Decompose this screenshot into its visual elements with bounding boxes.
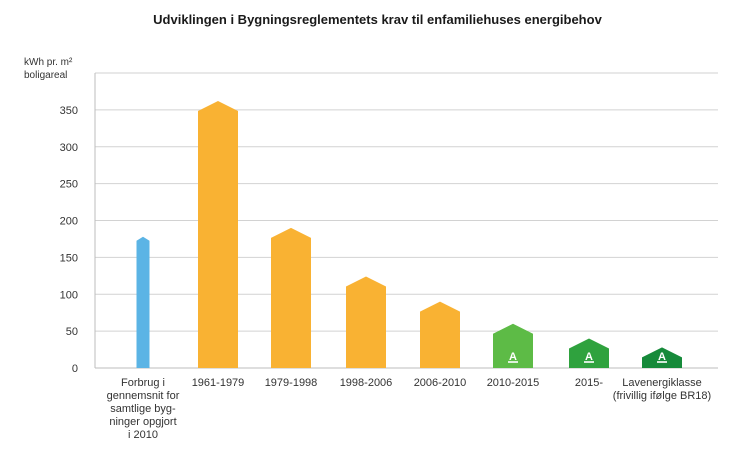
bar bbox=[420, 301, 460, 368]
energy-label-underline bbox=[657, 361, 667, 363]
bar bbox=[136, 236, 150, 368]
bar bbox=[642, 347, 682, 368]
bar bbox=[569, 338, 609, 368]
energy-label-a-icon: A bbox=[658, 351, 666, 363]
bar bbox=[493, 323, 533, 368]
y-axis-label: kWh pr. m² boligareal bbox=[24, 56, 72, 82]
bar bbox=[271, 227, 311, 368]
y-tick-label: 150 bbox=[60, 252, 78, 264]
x-tick-label: Forbrug i gennemsnit for samtlige byg-ning… bbox=[107, 377, 180, 441]
bar bbox=[346, 276, 386, 368]
bar bbox=[198, 101, 238, 369]
y-axis-label-line-2: boligareal bbox=[24, 70, 68, 81]
energy-label-underline bbox=[584, 361, 594, 363]
y-tick-label: 350 bbox=[60, 105, 78, 117]
y-tick-label: 300 bbox=[60, 142, 78, 154]
x-tick-label: 1979-1998 bbox=[265, 377, 318, 389]
y-tick-label: 200 bbox=[60, 216, 78, 228]
y-tick-label: 50 bbox=[66, 326, 78, 338]
energy-label-a-icon: A bbox=[585, 351, 593, 363]
x-tick-label: 2010-2015 bbox=[487, 377, 540, 389]
x-tick-label: 2015- bbox=[575, 377, 603, 389]
x-tick-label: 1961-1979 bbox=[192, 377, 245, 389]
y-tick-label: 100 bbox=[60, 289, 78, 301]
y-tick-label: 0 bbox=[72, 363, 78, 375]
chart-title: Udviklingen i Bygningsreglementets krav … bbox=[153, 12, 602, 27]
x-tick-label: 2006-2010 bbox=[414, 377, 467, 389]
y-axis-label-line-1: kWh pr. m² bbox=[24, 57, 73, 68]
x-tick-label: Lavenergiklasse (frivillig ifølge BR18) bbox=[613, 377, 711, 402]
energy-label-a-icon: A bbox=[509, 351, 517, 363]
x-tick-label: 1998-2006 bbox=[340, 377, 393, 389]
energy-label-underline bbox=[508, 361, 518, 363]
y-tick-label: 250 bbox=[60, 179, 78, 191]
